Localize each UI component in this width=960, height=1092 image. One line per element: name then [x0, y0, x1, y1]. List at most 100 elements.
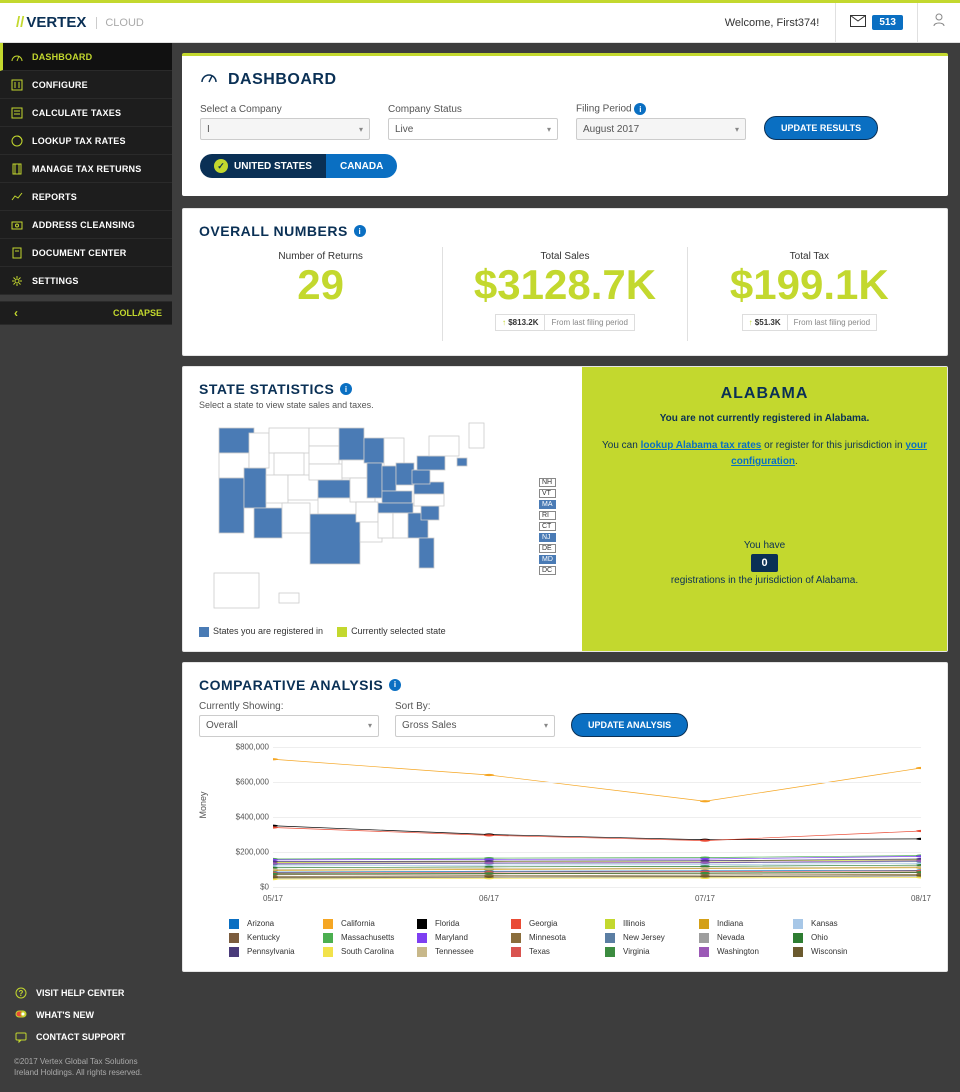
map-state-sc[interactable]: [421, 506, 439, 520]
state-mini-label-ri[interactable]: RI: [539, 511, 556, 520]
company-select[interactable]: I: [200, 118, 370, 140]
map-state-mi[interactable]: [384, 438, 404, 466]
state-mini-label-nj[interactable]: NJ: [539, 533, 556, 542]
chart-legend-arizona[interactable]: Arizona: [229, 919, 305, 929]
state-mini-label-dc[interactable]: DC: [539, 566, 556, 575]
chart-legend-kentucky[interactable]: Kentucky: [229, 933, 305, 943]
collapse-button[interactable]: COLLAPSE: [0, 301, 172, 325]
chart-legend-minnesota[interactable]: Minnesota: [511, 933, 587, 943]
sidebar-item-document-center[interactable]: DOCUMENT CENTER: [0, 239, 172, 267]
info-icon[interactable]: i: [340, 383, 352, 395]
footer-link-what's-new[interactable]: WHAT'S NEW: [14, 1004, 158, 1026]
chart-legend-wisconsin[interactable]: Wisconsin: [793, 947, 869, 957]
showing-select[interactable]: Overall: [199, 715, 379, 737]
map-state-ny[interactable]: [429, 436, 459, 456]
chart-legend-texas[interactable]: Texas: [511, 947, 587, 957]
sidebar-item-dashboard[interactable]: DASHBOARD: [0, 43, 172, 71]
chart-legend-illinois[interactable]: Illinois: [605, 919, 681, 929]
map-state-ca[interactable]: [219, 478, 244, 533]
map-state-ne[interactable]: [309, 464, 342, 480]
sidebar-item-manage-tax-returns[interactable]: MANAGE TAX RETURNS: [0, 155, 172, 183]
update-analysis-button[interactable]: UPDATE ANALYSIS: [571, 713, 688, 737]
chart-legend-pennsylvania[interactable]: Pennsylvania: [229, 947, 305, 957]
map-state-tn[interactable]: [378, 503, 413, 513]
update-results-button[interactable]: UPDATE RESULTS: [764, 116, 878, 140]
tab-canada[interactable]: CANADA: [326, 154, 397, 178]
chart-legend-massachusetts[interactable]: Massachusetts: [323, 933, 399, 943]
map-state-wy[interactable]: [274, 453, 304, 475]
sidebar-item-lookup-tax-rates[interactable]: LOOKUP TAX RATES: [0, 127, 172, 155]
legend-color: [417, 919, 427, 929]
chart-legend-washington[interactable]: Washington: [699, 947, 775, 957]
map-state-ct[interactable]: [457, 458, 467, 466]
map-state-sd[interactable]: [309, 446, 339, 464]
you-have-label: You have: [602, 540, 927, 551]
chart-legend-nevada[interactable]: Nevada: [699, 933, 775, 943]
map-state-mn[interactable]: [339, 428, 364, 460]
state-mini-label-md[interactable]: MD: [539, 555, 556, 564]
sidebar-item-reports[interactable]: REPORTS: [0, 183, 172, 211]
chart-legend-florida[interactable]: Florida: [417, 919, 493, 929]
period-select[interactable]: August 2017: [576, 118, 746, 140]
map-state-wv[interactable]: [412, 470, 430, 484]
footer-link-visit-help-center[interactable]: ?VISIT HELP CENTER: [14, 982, 158, 1004]
sidebar-item-settings[interactable]: SETTINGS: [0, 267, 172, 295]
map-state-nv[interactable]: [244, 468, 266, 508]
map-state-me[interactable]: [469, 423, 484, 448]
chart-legend-new-jersey[interactable]: New Jersey: [605, 933, 681, 943]
sidebar-item-calculate-taxes[interactable]: CALCULATE TAXES: [0, 99, 172, 127]
map-state-nm[interactable]: [282, 503, 310, 533]
map-state-ks[interactable]: [318, 480, 350, 498]
us-map[interactable]: [199, 418, 539, 618]
sidebar-item-address-cleansing[interactable]: ADDRESS CLEANSING: [0, 211, 172, 239]
chart-legend-georgia[interactable]: Georgia: [511, 919, 587, 929]
map-state-ky[interactable]: [382, 491, 412, 503]
chart-legend-tennessee[interactable]: Tennessee: [417, 947, 493, 957]
state-mini-label-vt[interactable]: VT: [539, 489, 556, 498]
map-state-fl[interactable]: [419, 538, 434, 568]
map-state-pa[interactable]: [417, 456, 445, 470]
legend-color: [323, 919, 333, 929]
state-mini-label-ma[interactable]: MA: [539, 500, 556, 509]
map-state-mt[interactable]: [269, 428, 309, 453]
notifications-button[interactable]: 513: [835, 3, 917, 43]
sidebar-item-configure[interactable]: CONFIGURE: [0, 71, 172, 99]
map-state-oh[interactable]: [396, 463, 414, 485]
chart-legend-kansas[interactable]: Kansas: [793, 919, 869, 929]
chart-legend-ohio[interactable]: Ohio: [793, 933, 869, 943]
tab-us[interactable]: ✓ UNITED STATES: [200, 154, 326, 178]
state-mini-label-ct[interactable]: CT: [539, 522, 556, 531]
sort-select[interactable]: Gross Sales: [395, 715, 555, 737]
map-state-nd[interactable]: [309, 428, 339, 446]
chart-legend-maryland[interactable]: Maryland: [417, 933, 493, 943]
map-state-in[interactable]: [382, 466, 396, 491]
map-state-ms[interactable]: [378, 513, 393, 538]
chart-legend-virginia[interactable]: Virginia: [605, 947, 681, 957]
map-state-wi[interactable]: [364, 438, 384, 463]
map-state-ia[interactable]: [342, 460, 367, 478]
map-state-hi[interactable]: [279, 593, 299, 603]
map-state-nc[interactable]: [414, 494, 444, 506]
map-state-az[interactable]: [254, 508, 282, 538]
chart-legend-south-carolina[interactable]: South Carolina: [323, 947, 399, 957]
map-state-tx[interactable]: [310, 514, 360, 564]
comparative-title: COMPARATIVE ANALYSIS: [199, 677, 383, 693]
footer-link-contact-support[interactable]: CONTACT SUPPORT: [14, 1026, 158, 1048]
map-state-ut[interactable]: [266, 475, 288, 503]
chart-legend-california[interactable]: California: [323, 919, 399, 929]
info-icon[interactable]: i: [354, 225, 366, 237]
map-state-id[interactable]: [249, 433, 269, 468]
user-menu[interactable]: [917, 3, 960, 43]
state-mini-label-nh[interactable]: NH: [539, 478, 556, 487]
map-state-ar[interactable]: [356, 502, 378, 522]
logo[interactable]: //VERTEX CLOUD: [16, 14, 144, 31]
map-state-al[interactable]: [393, 513, 408, 538]
map-state-ak[interactable]: [214, 573, 259, 608]
status-select[interactable]: Live: [388, 118, 558, 140]
state-mini-label-de[interactable]: DE: [539, 544, 556, 553]
chart-legend-indiana[interactable]: Indiana: [699, 919, 775, 929]
info-icon[interactable]: i: [389, 679, 401, 691]
lookup-rates-link[interactable]: lookup Alabama tax rates: [641, 440, 762, 451]
map-state-il[interactable]: [367, 463, 382, 498]
info-icon[interactable]: i: [634, 103, 646, 115]
